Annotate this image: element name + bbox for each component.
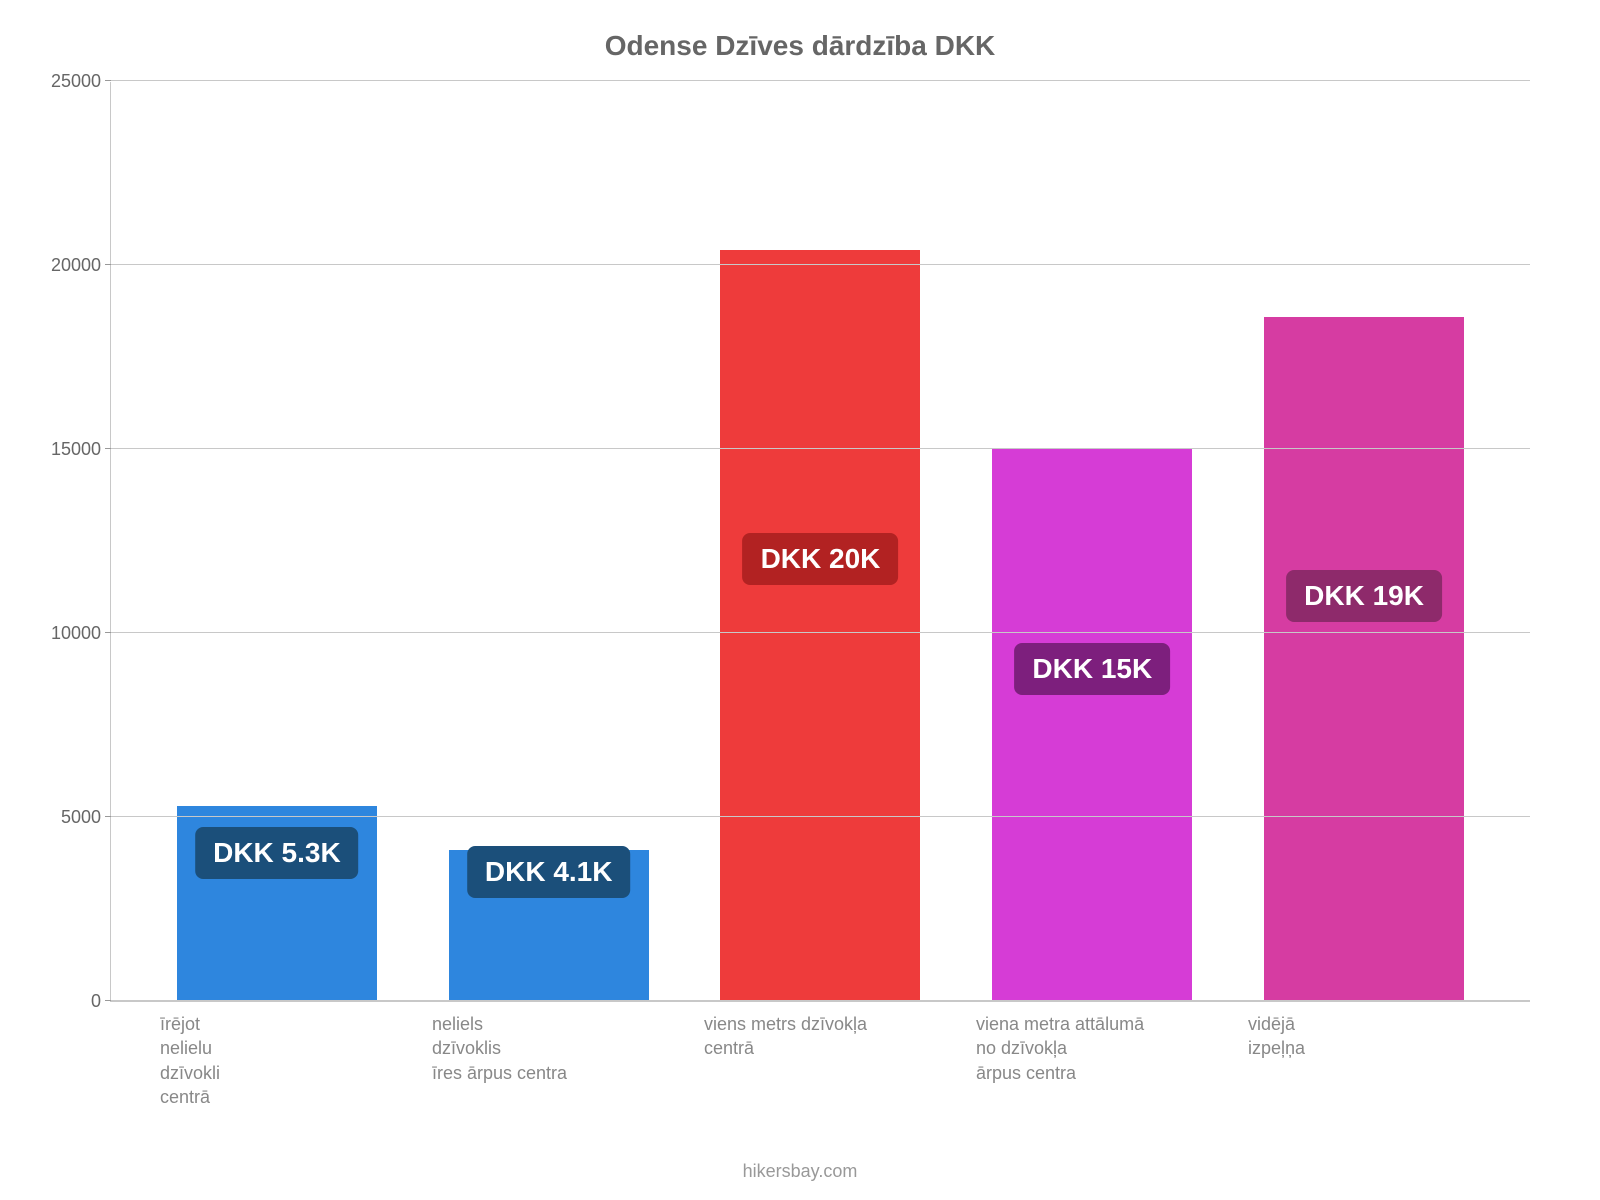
gridline (111, 816, 1530, 817)
ytick-label: 0 (91, 992, 111, 1010)
grid-area: DKK 5.3KDKK 4.1KDKK 20KDKK 15KDKK 19K 05… (110, 82, 1530, 1002)
value-badge: DKK 19K (1286, 570, 1442, 622)
x-axis-labels: īrējotnelieludzīvoklicentrānelielsdzīvok… (110, 1002, 1530, 1109)
x-axis-label: vidējāizpeļņa (1228, 1012, 1500, 1109)
plot-area: DKK 5.3KDKK 4.1KDKK 20KDKK 15KDKK 19K 05… (110, 82, 1530, 1109)
value-badge: DKK 15K (1014, 643, 1170, 695)
ytick-label: 15000 (51, 440, 111, 458)
ytick-label: 20000 (51, 256, 111, 274)
x-axis-label: viena metra attālumāno dzīvokļaārpus cen… (956, 1012, 1228, 1109)
bar (720, 250, 920, 1001)
gridline (111, 264, 1530, 265)
x-axis-label: īrējotnelieludzīvoklicentrā (140, 1012, 412, 1109)
chart-title: Odense Dzīves dārdzība DKK (40, 30, 1560, 62)
gridline (111, 448, 1530, 449)
chart-footer: hikersbay.com (0, 1161, 1600, 1182)
gridline (111, 80, 1530, 81)
value-badge: DKK 4.1K (467, 846, 631, 898)
ytick-label: 10000 (51, 624, 111, 642)
x-axis-label: nelielsdzīvoklisīres ārpus centra (412, 1012, 684, 1109)
bar-column: DKK 5.3K (141, 806, 413, 1001)
bar (1264, 317, 1464, 1001)
ytick-label: 5000 (61, 808, 111, 826)
bar-column: DKK 15K (956, 449, 1228, 1001)
gridline (111, 632, 1530, 633)
bars-layer: DKK 5.3K DKK 4.1K DKK 20K DKK 15K DKK 19K (111, 82, 1530, 1001)
value-badge: DKK 20K (743, 533, 899, 585)
x-axis-label: viens metrs dzīvokļacentrā (684, 1012, 956, 1109)
bar-column: DKK 4.1K (413, 850, 685, 1001)
bar-column: DKK 20K (685, 250, 957, 1001)
chart-container: Odense Dzīves dārdzība DKK DKK 5.3K DKK 4… (0, 0, 1600, 1200)
bar (992, 449, 1192, 1001)
bar-column: DKK 19K (1228, 317, 1500, 1001)
value-badge: DKK 5.3K (195, 827, 359, 879)
ytick-label: 25000 (51, 72, 111, 90)
gridline (111, 1000, 1530, 1001)
